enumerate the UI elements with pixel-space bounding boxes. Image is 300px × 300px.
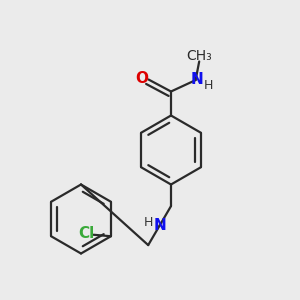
Text: Cl: Cl bbox=[78, 226, 94, 241]
Text: CH₃: CH₃ bbox=[187, 50, 212, 63]
Text: O: O bbox=[135, 71, 148, 86]
Text: N: N bbox=[154, 218, 166, 233]
Text: N: N bbox=[190, 72, 203, 87]
Text: H: H bbox=[203, 79, 213, 92]
Text: H: H bbox=[143, 215, 153, 229]
